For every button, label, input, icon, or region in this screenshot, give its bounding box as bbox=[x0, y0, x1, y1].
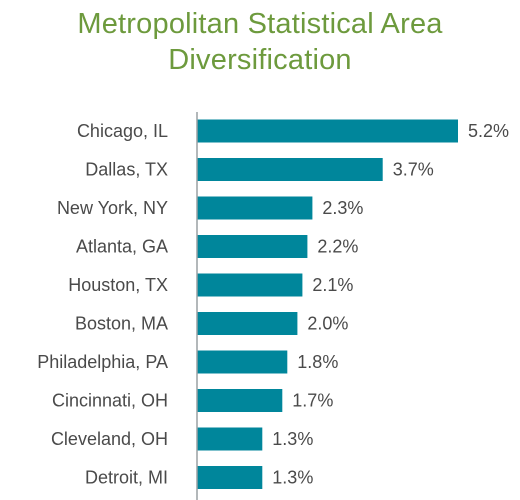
bars-group bbox=[197, 119, 458, 489]
category-label-boston-ma: Boston, MA bbox=[75, 314, 168, 334]
value-label-cleveland-oh: 1.3% bbox=[272, 429, 313, 449]
bar-new-york-ny bbox=[197, 196, 313, 220]
category-label-chicago-il: Chicago, IL bbox=[77, 121, 168, 141]
value-label-atlanta-ga: 2.2% bbox=[317, 237, 358, 257]
category-label-houston-tx: Houston, TX bbox=[68, 275, 168, 295]
category-labels: Chicago, IL Dallas, TX New York, NY Atlanta… bbox=[37, 121, 168, 488]
bar-dallas-tx bbox=[197, 158, 383, 181]
value-label-philadelphia-pa: 1.8% bbox=[297, 352, 338, 372]
value-label-chicago-il: 5.2% bbox=[468, 121, 509, 141]
chart-title-line-1: Metropolitan Statistical Area bbox=[77, 8, 443, 40]
value-label-new-york-ny: 2.3% bbox=[322, 198, 363, 218]
value-label-boston-ma: 2.0% bbox=[307, 314, 348, 334]
category-label-philadelphia-pa: Philadelphia, PA bbox=[37, 352, 168, 372]
bar-detroit-mi bbox=[197, 466, 263, 489]
bar-atlanta-ga bbox=[197, 235, 308, 258]
category-label-dallas-tx: Dallas, TX bbox=[85, 160, 168, 180]
bar-boston-ma bbox=[197, 312, 298, 335]
bar-chicago-il bbox=[197, 119, 458, 143]
value-labels: 5.2% 3.7% 2.3% 2.2% 2.1% 2.0% 1.8% 1.7% 1.3% 1.3% bbox=[272, 121, 509, 488]
category-label-detroit-mi: Detroit, MI bbox=[85, 468, 168, 488]
chart-title: Metropolitan Statistical Area Diversific… bbox=[0, 6, 520, 78]
bar-houston-tx bbox=[197, 273, 303, 297]
category-label-new-york-ny: New York, NY bbox=[57, 198, 168, 218]
bar-philadelphia-pa bbox=[197, 350, 288, 374]
bar-cleveland-oh bbox=[197, 427, 263, 451]
value-label-dallas-tx: 3.7% bbox=[393, 160, 434, 180]
category-label-cleveland-oh: Cleveland, OH bbox=[51, 429, 168, 449]
category-label-atlanta-ga: Atlanta, GA bbox=[76, 237, 168, 257]
bar-cincinnati-oh bbox=[197, 389, 283, 412]
value-label-houston-tx: 2.1% bbox=[312, 275, 353, 295]
category-label-cincinnati-oh: Cincinnati, OH bbox=[52, 391, 168, 411]
chart-title-line-2: Diversification bbox=[168, 44, 352, 76]
value-label-detroit-mi: 1.3% bbox=[272, 468, 313, 488]
value-label-cincinnati-oh: 1.7% bbox=[292, 391, 333, 411]
